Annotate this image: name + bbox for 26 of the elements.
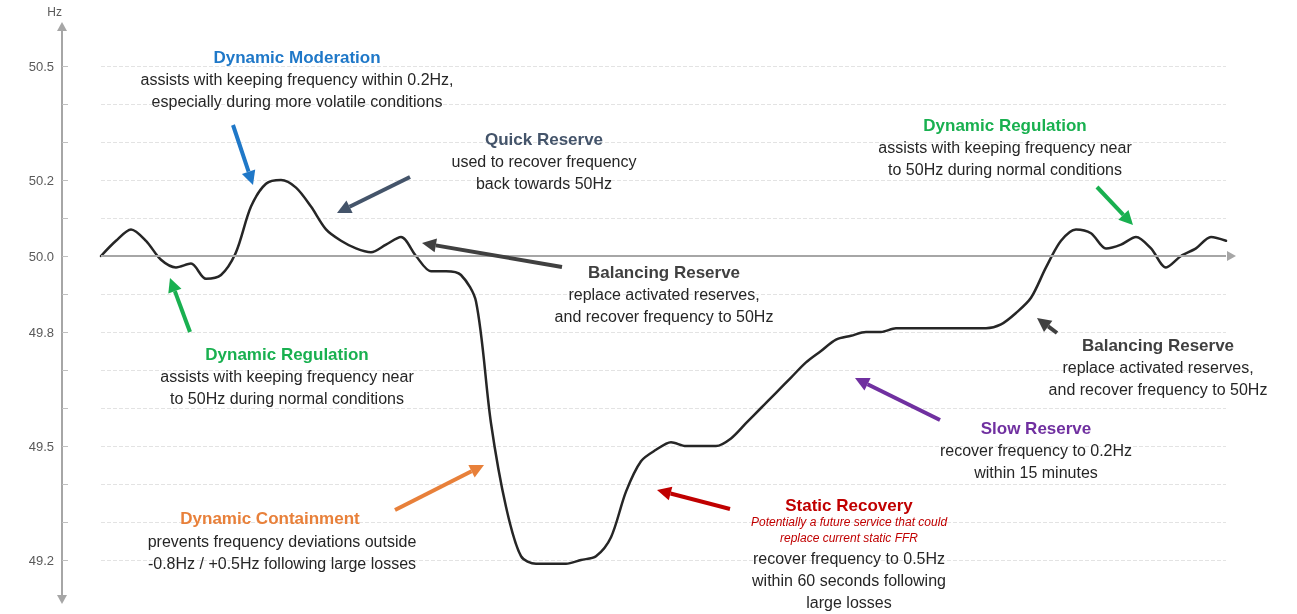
annotation: Dynamic Containment — [180, 508, 361, 528]
y-tick-label: 49.8 — [28, 324, 54, 340]
annotation: Quick Reserve — [484, 129, 604, 149]
annotation: used to recover frequency back towards 50Hz — [451, 152, 637, 192]
annotation: assists with keeping frequency near to 50Hz during normal conditions — [878, 138, 1133, 178]
y-tick-label: 50.5 — [28, 58, 54, 74]
annotation: replace activated reserves, and recover frequency to 50Hz — [1048, 358, 1268, 398]
annotation: replace activated reserves, and recover frequency to 50Hz — [554, 285, 774, 325]
y-tick-label: 49.5 — [28, 438, 54, 454]
y-tick-label: 50.2 — [28, 172, 54, 188]
annotation: Potentially a future service that could replace current static FFR — [750, 515, 948, 545]
annotation: Slow Reserve — [980, 418, 1092, 438]
annotation: assists with keeping frequency within 0.2Hz, especially during more volatile conditions — [140, 70, 454, 110]
annotation: assists with keeping frequency near to 50Hz during normal conditions — [160, 367, 415, 407]
y-tick-label: 50.0 — [28, 248, 54, 264]
annotation: Balancing Reserve — [1081, 335, 1235, 355]
annotation: Dynamic Regulation — [205, 344, 369, 364]
annotation: Static Recovery — [785, 495, 914, 515]
y-axis-title: Hz — [47, 5, 62, 19]
annotation: Dynamic Regulation — [923, 115, 1087, 135]
annotation: recover frequency to 0.5Hz within 60 seconds following large losses — [751, 549, 946, 611]
annotation: prevents frequency deviations outside -0.8Hz / +0.5Hz following large losses — [147, 532, 417, 572]
annotation: Balancing Reserve — [587, 262, 741, 282]
annotation: Dynamic Moderation — [213, 47, 381, 67]
annotation: recover frequency to 0.2Hz within 15 minutes — [939, 441, 1133, 481]
y-tick-label: 49.2 — [28, 552, 54, 568]
